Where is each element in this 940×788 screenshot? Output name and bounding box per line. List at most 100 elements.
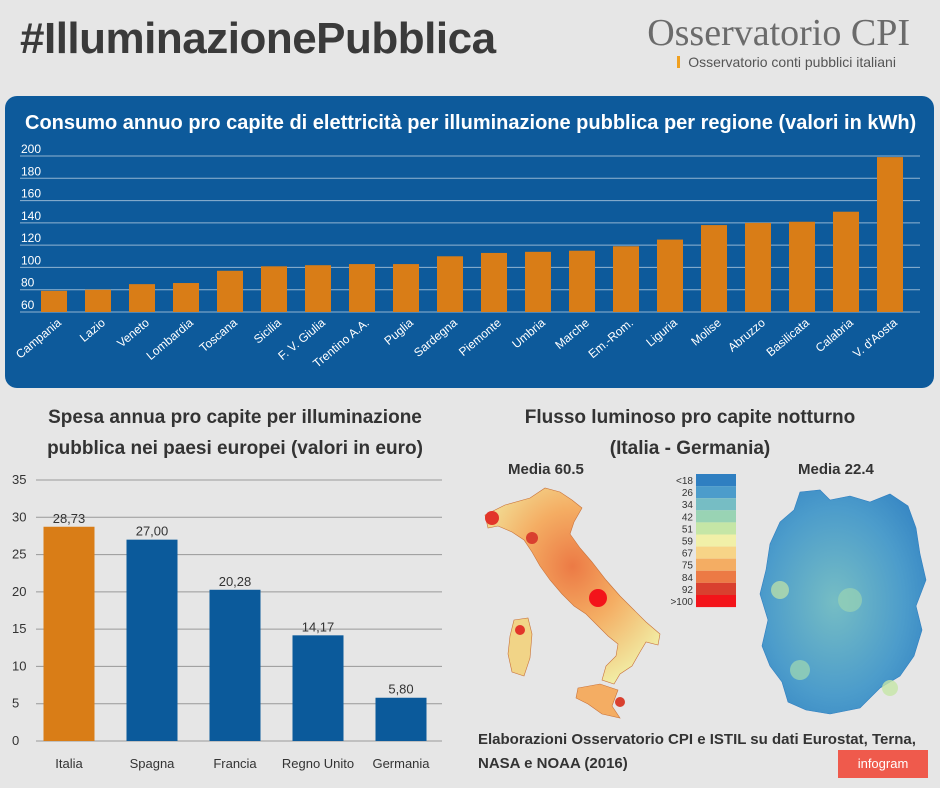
y-tick-label: 10 — [12, 658, 26, 673]
region-label: Em.-Rom. — [586, 316, 636, 361]
europe-chart-title: Spesa annua pro capite per illuminazione… — [0, 402, 470, 464]
data-label: 27,00 — [136, 524, 169, 539]
maps-title-line2: (Italia - Germania) — [609, 438, 771, 459]
country-bar — [292, 635, 344, 741]
y-tick-label: 180 — [21, 164, 41, 178]
legend-swatch — [696, 570, 736, 583]
data-label: 5,80 — [388, 682, 413, 697]
legend-swatch — [696, 498, 736, 511]
legend-label: >100 — [670, 597, 693, 608]
country-label: Francia — [213, 756, 257, 771]
y-tick-label: 20 — [12, 584, 26, 599]
y-tick-label: 60 — [21, 298, 35, 312]
legend-label: 59 — [682, 537, 694, 548]
italy-hotspot — [526, 532, 538, 544]
regional-chart-panel: Consumo annuo pro capite di elettricità … — [5, 96, 934, 388]
region-label: Lazio — [77, 315, 108, 344]
legend-label: 92 — [682, 585, 694, 596]
y-tick-label: 5 — [12, 696, 19, 711]
region-bar — [393, 264, 419, 312]
region-bar — [789, 221, 815, 312]
region-bar — [217, 270, 243, 312]
y-tick-label: 160 — [21, 187, 41, 201]
region-label: Molise — [688, 315, 724, 348]
data-label: 20,28 — [219, 574, 252, 589]
region-bar — [261, 266, 287, 312]
y-tick-label: 25 — [12, 547, 26, 562]
legend-swatch — [696, 582, 736, 595]
y-tick-label: 200 — [21, 142, 41, 156]
italy-average-label: Media 60.5 — [508, 461, 584, 478]
legend-swatch — [696, 546, 736, 559]
region-label: Sardegna — [411, 315, 460, 359]
region-label: Liguria — [643, 315, 680, 349]
region-label: Basilicata — [764, 315, 813, 359]
region-bar — [701, 225, 727, 312]
region-bar — [437, 256, 463, 312]
sicily-map — [575, 683, 621, 719]
italy-hotspot — [589, 589, 607, 607]
y-tick-label: 80 — [21, 276, 35, 290]
legend-label: 67 — [682, 549, 694, 560]
country-label: Germania — [372, 756, 430, 771]
country-bar — [375, 697, 427, 741]
region-bar — [525, 251, 551, 312]
region-bar — [613, 246, 639, 312]
germany-hotspot — [790, 660, 810, 680]
page-title: #IlluminazionePubblica — [20, 14, 496, 63]
y-tick-label: 15 — [12, 621, 26, 636]
logo-name: Osservatorio CPI — [647, 12, 910, 54]
region-label: Lombardia — [143, 315, 196, 362]
germany-average-label: Media 22.4 — [798, 461, 874, 478]
europe-chart-title-line1: Spesa annua pro capite per illuminazione — [48, 407, 422, 428]
region-bar — [41, 290, 67, 312]
legend-swatch — [696, 558, 736, 571]
legend-label: 26 — [682, 488, 694, 499]
data-label: 14,17 — [302, 619, 335, 634]
region-label: Abruzzo — [725, 315, 768, 354]
region-bar — [305, 265, 331, 312]
region-bar — [657, 239, 683, 312]
region-bar — [745, 222, 771, 312]
region-bar — [349, 264, 375, 312]
region-bar — [833, 211, 859, 312]
country-bar — [209, 589, 261, 741]
legend-label: 51 — [682, 524, 694, 535]
legend-label: <18 — [676, 476, 693, 487]
y-tick-label: 140 — [21, 209, 41, 223]
italy-hotspot — [515, 625, 525, 635]
europe-spending-chart: 0 5 10 15 20 25 30 35 28,73 Italia 27,00 Spagna 20,2… — [12, 472, 442, 771]
germany-hotspot — [838, 588, 862, 612]
country-bar — [126, 539, 178, 741]
legend-swatch — [696, 522, 736, 535]
region-bar — [481, 252, 507, 312]
region-bar — [877, 157, 903, 312]
legend-label: 84 — [682, 573, 694, 584]
infogram-badge[interactable]: infogram — [838, 750, 928, 778]
region-bar — [85, 289, 111, 312]
region-label: Sicilia — [251, 315, 284, 346]
region-bar — [129, 284, 155, 312]
legend-swatch — [696, 510, 736, 523]
logo: Osservatorio CPI Osservatorio conti pubb… — [647, 12, 910, 69]
region-label: Marche — [552, 315, 592, 352]
y-tick-label: 0 — [12, 733, 19, 748]
country-label: Italia — [55, 756, 83, 771]
legend-swatch — [696, 486, 736, 499]
data-label: 28,73 — [53, 511, 86, 526]
italy-hotspot — [615, 697, 625, 707]
region-label: Puglia — [381, 315, 416, 347]
country-bar — [43, 526, 95, 741]
country-label: Regno Unito — [282, 756, 354, 771]
legend-swatch — [696, 595, 736, 608]
legend-label: 75 — [682, 561, 694, 572]
region-label: Toscana — [197, 315, 240, 355]
region-label: Veneto — [114, 315, 152, 350]
legend-swatch — [696, 474, 736, 487]
legend-label: 42 — [682, 512, 694, 523]
region-label: Piemonte — [456, 315, 504, 359]
europe-chart-title-line2: pubblica nei paesi europei (valori in eu… — [47, 438, 423, 459]
italy-hotspot — [485, 511, 499, 525]
